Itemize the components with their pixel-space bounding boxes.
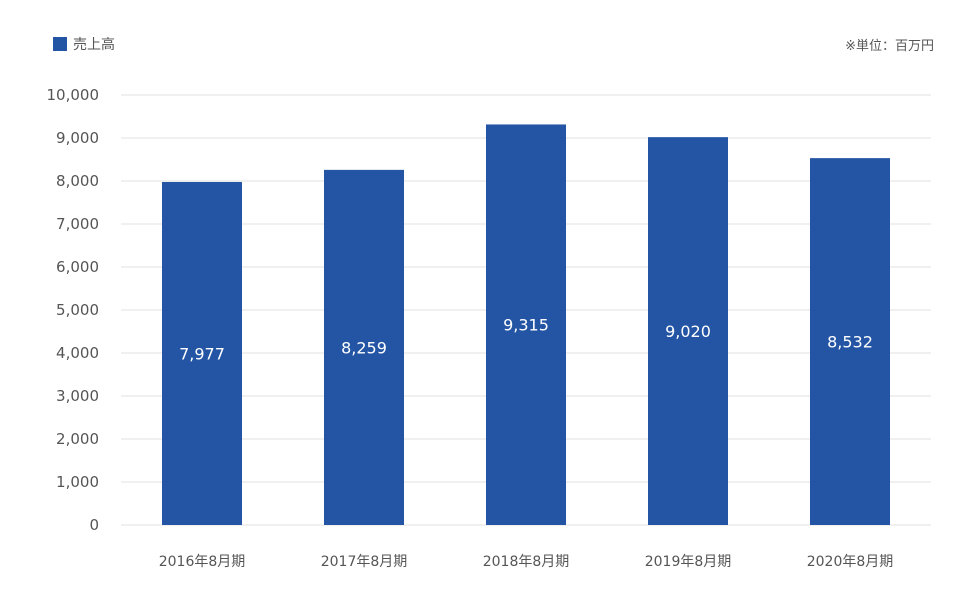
x-tick-label: 2019年8月期 bbox=[645, 554, 732, 570]
data-label: 8,259 bbox=[341, 338, 387, 357]
x-tick-label: 2018年8月期 bbox=[483, 554, 570, 570]
y-tick-label: 6,000 bbox=[56, 258, 99, 276]
bar bbox=[648, 137, 728, 525]
legend-label: 売上高 bbox=[73, 37, 115, 53]
bar bbox=[324, 169, 404, 525]
y-tick-label: 7,000 bbox=[56, 215, 99, 233]
unit-note: ※単位：百万円 bbox=[845, 39, 934, 54]
y-tick-label: 10,000 bbox=[47, 86, 100, 104]
x-tick-label: 2017年8月期 bbox=[321, 554, 408, 570]
y-tick-label: 4,000 bbox=[56, 344, 99, 362]
y-tick-label: 9,000 bbox=[56, 129, 99, 147]
x-tick-label: 2020年8月期 bbox=[807, 554, 894, 570]
y-tick-label: 1,000 bbox=[56, 473, 99, 491]
data-label: 8,532 bbox=[827, 333, 873, 352]
bar bbox=[162, 181, 242, 525]
y-tick-label: 0 bbox=[89, 516, 99, 534]
bar bbox=[810, 158, 890, 525]
data-label: 9,020 bbox=[665, 322, 711, 341]
legend-swatch bbox=[53, 37, 67, 51]
y-tick-label: 2,000 bbox=[56, 430, 99, 448]
chart-legend: 売上高 bbox=[53, 34, 115, 54]
y-tick-label: 3,000 bbox=[56, 387, 99, 405]
y-tick-label: 5,000 bbox=[56, 301, 99, 319]
y-tick-label: 8,000 bbox=[56, 172, 99, 190]
data-label: 7,977 bbox=[179, 344, 225, 363]
x-tick-label: 2016年8月期 bbox=[159, 554, 246, 570]
bar bbox=[486, 124, 566, 525]
data-label: 9,315 bbox=[503, 316, 549, 335]
